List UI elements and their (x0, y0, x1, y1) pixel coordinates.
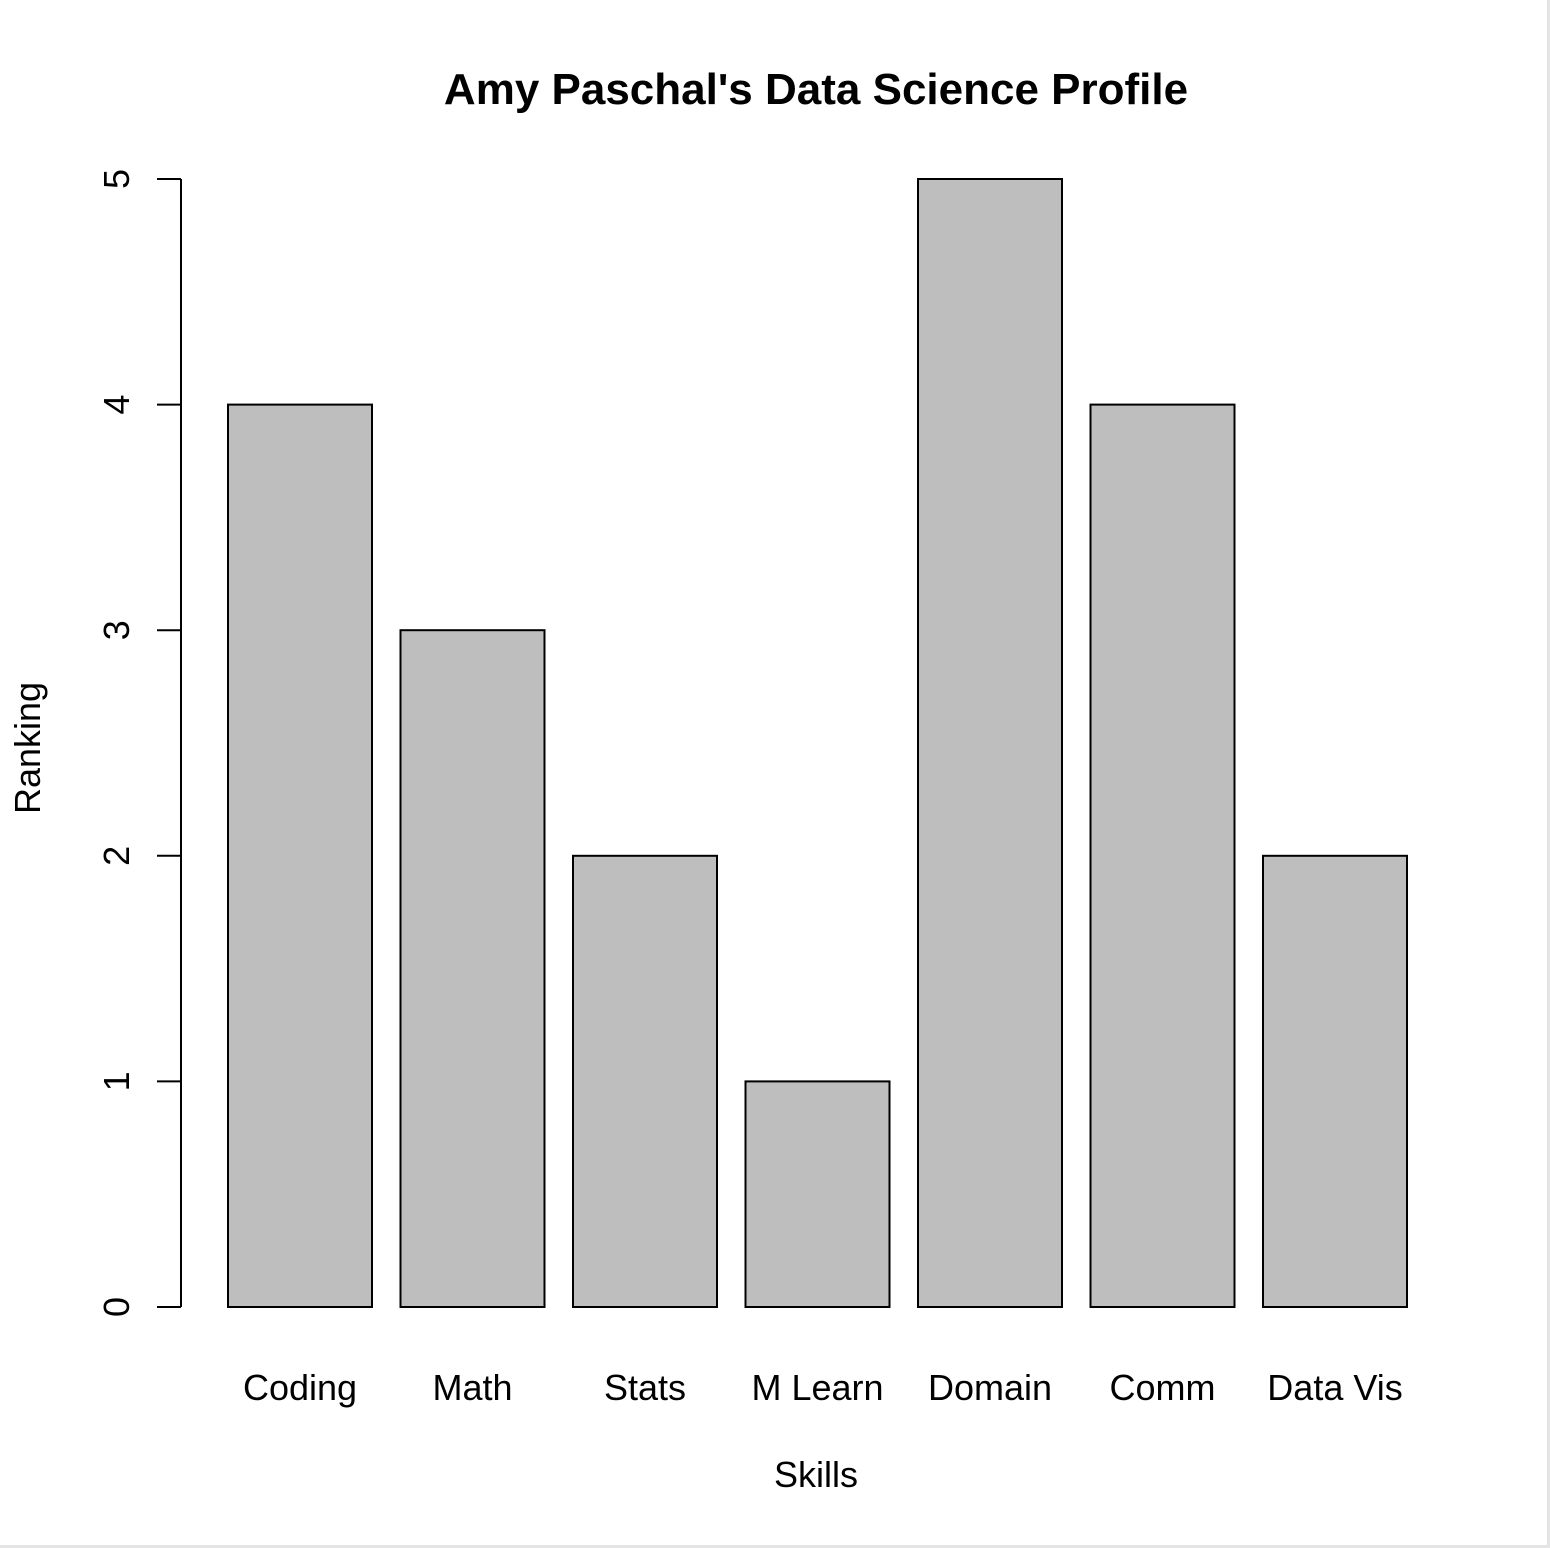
x-tick-label: Domain (928, 1367, 1052, 1408)
x-tick-label: Stats (604, 1367, 686, 1408)
y-axis: 0 1 2 3 4 5 (96, 169, 182, 1317)
bar-comm (1089, 403, 1236, 1309)
x-category-labels: Coding Math Stats M Learn Domain Comm Data Vis (243, 1367, 1403, 1408)
bar-stats (572, 854, 718, 1308)
y-tick-label: 3 (96, 620, 137, 640)
chart-title: Amy Paschal's Data Science Profile (444, 65, 1188, 114)
x-axis-label: Skills (774, 1454, 858, 1495)
bar-math (399, 629, 546, 1308)
y-axis-label: Ranking (7, 682, 48, 814)
y-tick-label: 1 (96, 1071, 137, 1091)
bar-m-learn (744, 1080, 891, 1309)
x-tick-label: Data Vis (1267, 1367, 1402, 1408)
y-tick-label: 0 (96, 1297, 137, 1317)
x-tick-label: Coding (243, 1367, 357, 1408)
y-tick-label: 4 (96, 395, 137, 415)
x-tick-label: Math (432, 1367, 512, 1408)
x-tick-label: M Learn (751, 1367, 883, 1408)
y-tick-label: 5 (96, 169, 137, 189)
bar-coding (227, 403, 373, 1309)
bar-domain (917, 178, 1063, 1308)
y-tick-label: 2 (96, 846, 137, 866)
bar-data-vis (1262, 854, 1408, 1308)
x-tick-label: Comm (1110, 1367, 1216, 1408)
bars-group (227, 178, 1408, 1309)
